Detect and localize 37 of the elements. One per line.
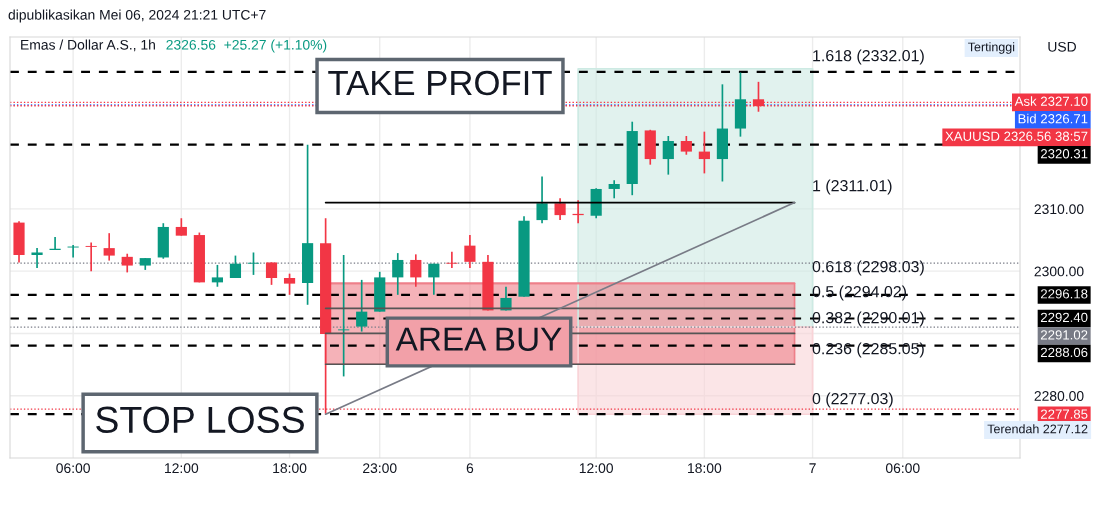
x-tick-label: 06:00 xyxy=(885,463,920,474)
ref-line-label: 2288.06 xyxy=(1040,347,1088,358)
ref-line-label: 2291.02 xyxy=(1040,330,1088,340)
annotation: 1 (2311.01) xyxy=(813,179,892,195)
x-tick-label: 12:00 xyxy=(579,463,613,474)
y-tick-label: 2280.00 xyxy=(1034,391,1084,401)
ref-line-label: 2320.31 xyxy=(1040,149,1088,159)
text: dipublikasikan Mei 06, 2024 21:21 UTC+7 xyxy=(8,9,266,23)
annotation: TAKE PROFIT xyxy=(328,70,552,96)
ref-line-label: Bid 2326.71 xyxy=(1018,113,1088,124)
y-tick-label: 2310.00 xyxy=(1034,204,1084,215)
ref-line-label: 2296.18 xyxy=(1040,289,1088,299)
chart-subtitle: 2326.56 +25.27 (+1.10%) xyxy=(166,39,327,53)
annotation: Terendah 2277.12 xyxy=(987,424,1088,434)
y-tick-label: 2300.00 xyxy=(1034,266,1084,277)
chart-title: Emas / Dollar A.S., 1h xyxy=(21,39,155,52)
x-tick-label: 7 xyxy=(809,463,816,473)
annotation: 0.236 (2285.05) xyxy=(812,342,924,358)
annotation: STOP LOSS xyxy=(96,406,304,434)
annotation: 0.382 (2290.01) xyxy=(812,311,924,327)
annotation: Tertinggi xyxy=(968,42,1015,54)
annotation: 1.618 (2332.01) xyxy=(813,49,924,65)
x-tick-label: 18:00 xyxy=(273,463,307,474)
annotation: AREA BUY xyxy=(395,327,562,351)
ref-line-label: Ask 2327.10 xyxy=(1014,96,1088,106)
x-tick-label: 12:00 xyxy=(165,463,199,474)
x-tick-label: 18:00 xyxy=(688,463,722,474)
ref-line-label: XAUUSD 2326.56 38:57 xyxy=(945,131,1088,141)
x-tick-label: 23:00 xyxy=(363,463,397,474)
ref-line-label: 2292.40 xyxy=(1040,312,1088,323)
ref-line-label: 2277.85 xyxy=(1040,409,1088,419)
annotation: 0 (2277.03) xyxy=(812,392,893,408)
annotation: 0.618 (2298.03) xyxy=(812,260,924,276)
text: USD xyxy=(1048,41,1076,52)
x-tick-label: 6 xyxy=(466,463,474,474)
annotation: 0.5 (2294.02) xyxy=(812,285,907,301)
x-tick-label: 06:00 xyxy=(56,463,90,474)
